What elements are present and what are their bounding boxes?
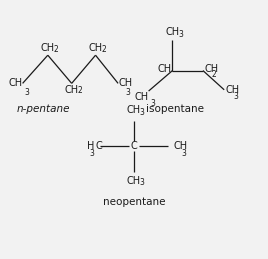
Text: CH: CH — [88, 43, 103, 53]
Text: CH: CH — [65, 85, 79, 95]
Text: 3: 3 — [140, 178, 145, 187]
Text: C: C — [131, 141, 137, 151]
Text: 3: 3 — [181, 149, 186, 158]
Text: CH: CH — [165, 27, 180, 37]
Text: 3: 3 — [24, 88, 29, 97]
Text: 2: 2 — [54, 45, 58, 54]
Text: CH: CH — [174, 141, 188, 151]
Text: isopentane: isopentane — [146, 104, 204, 114]
Text: CH: CH — [135, 92, 148, 102]
Text: 3: 3 — [125, 88, 131, 97]
Text: 2: 2 — [212, 70, 217, 79]
Text: 2: 2 — [101, 45, 106, 54]
Text: H: H — [87, 141, 94, 151]
Text: 3: 3 — [150, 99, 155, 108]
Text: CH: CH — [127, 105, 141, 116]
Text: CH: CH — [118, 78, 132, 88]
Text: 3: 3 — [178, 30, 183, 39]
Text: 3: 3 — [140, 108, 145, 117]
Text: CH: CH — [157, 64, 171, 74]
Text: 2: 2 — [77, 86, 82, 95]
Text: CH: CH — [41, 43, 55, 53]
Text: CH: CH — [225, 85, 240, 95]
Text: 3: 3 — [233, 92, 238, 102]
Text: CH: CH — [127, 176, 141, 186]
Text: 3: 3 — [89, 149, 94, 158]
Text: neopentane: neopentane — [103, 197, 165, 207]
Text: CH: CH — [9, 78, 23, 88]
Text: C: C — [96, 141, 102, 151]
Text: CH: CH — [204, 64, 218, 74]
Text: n-pentane: n-pentane — [17, 104, 70, 114]
